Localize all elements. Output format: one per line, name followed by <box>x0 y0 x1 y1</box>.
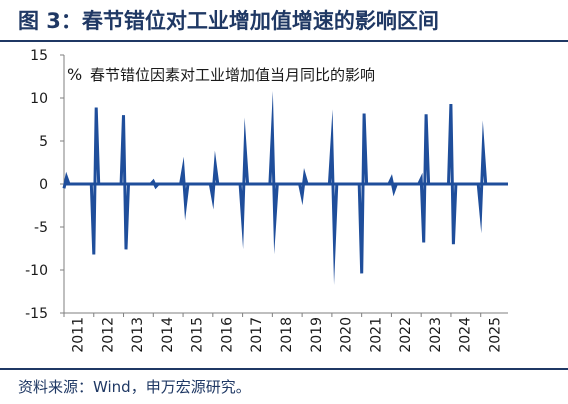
x-tick-label: 2018 <box>279 317 295 353</box>
y-tick-label: 10 <box>30 91 48 107</box>
x-tick-label: 2014 <box>160 317 176 353</box>
y-axis-unit-label: % <box>67 65 82 84</box>
x-tick-label: 2024 <box>458 317 474 353</box>
figure-title: 图 3：春节错位对工业增加值增速的影响区间 <box>18 9 439 33</box>
x-tick-label: 2021 <box>368 317 384 353</box>
x-tick-label: 2023 <box>428 317 444 353</box>
x-tick-label: 2020 <box>339 317 355 353</box>
x-tick-label: 2017 <box>249 317 265 353</box>
x-tick-label: 2013 <box>130 317 146 353</box>
x-tick-label: 2019 <box>309 317 325 353</box>
x-tick-label: 2012 <box>100 317 116 353</box>
chart-annotation: 春节错位因素对工业增加值当月同比的影响 <box>90 66 375 84</box>
y-tick-label: 0 <box>39 177 48 193</box>
chart: 15 10 5 0 -5 -10 -15 2011 2012 2013 2014 2015 2016 20… <box>25 48 508 353</box>
source-note: 资料来源：Wind，申万宏源研究。 <box>18 378 251 396</box>
y-tick-label: -10 <box>25 263 48 279</box>
x-tick-label: 2011 <box>71 317 87 353</box>
x-tick-label: 2015 <box>190 317 206 353</box>
y-tick-label: 15 <box>30 48 48 64</box>
source-rule <box>0 368 568 370</box>
series-group <box>62 91 508 285</box>
y-tick-label: -5 <box>34 220 48 236</box>
y-tick-label: -15 <box>25 306 48 322</box>
y-tick-label: 5 <box>39 134 48 150</box>
series-line <box>62 91 508 285</box>
x-tick-label: 2016 <box>219 317 235 353</box>
chart-axes: 15 10 5 0 -5 -10 -15 2011 2012 2013 2014 2015 2016 20… <box>25 48 508 353</box>
title-rule <box>0 40 568 42</box>
x-tick-label: 2022 <box>398 317 414 353</box>
x-tick-label: 2025 <box>487 317 503 353</box>
